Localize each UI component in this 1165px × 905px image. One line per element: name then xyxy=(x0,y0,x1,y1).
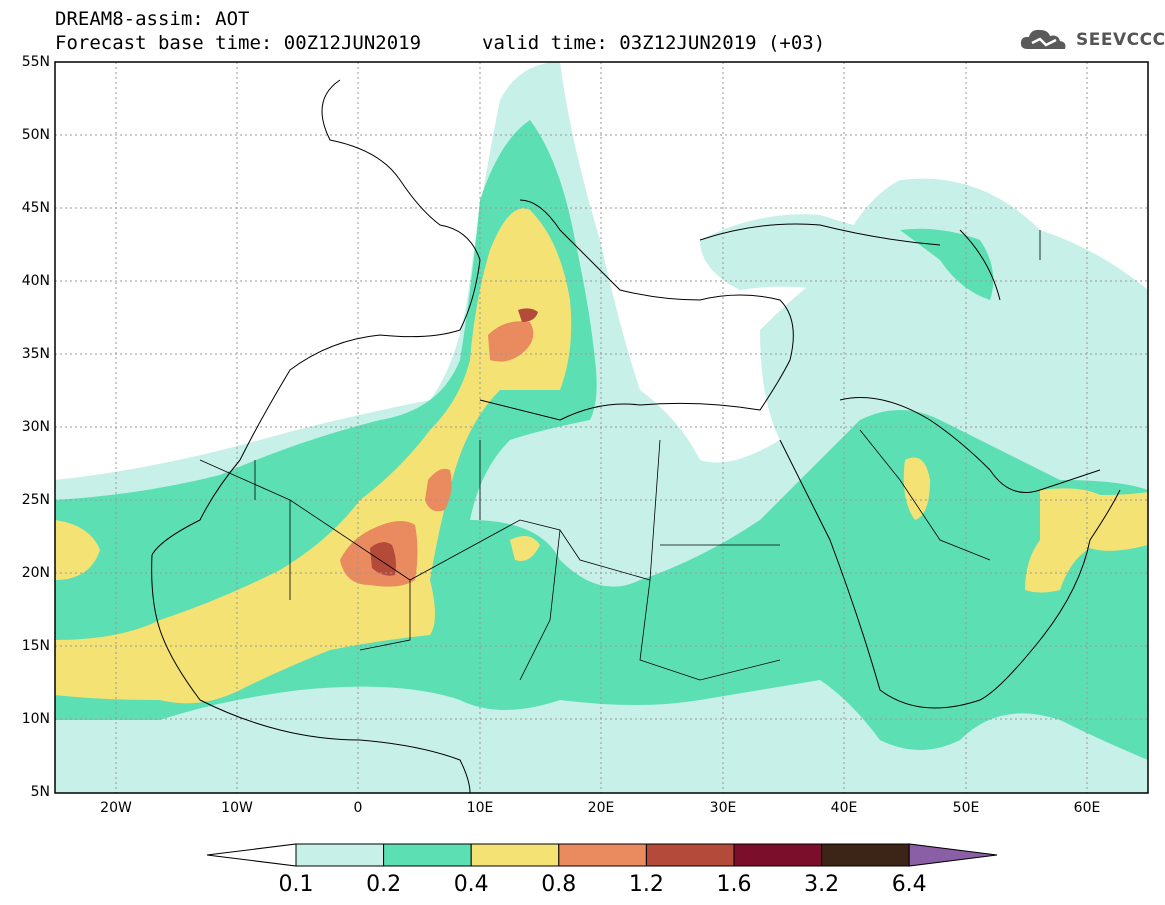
forecast-base-time: Forecast base time: 00Z12JUN2019 xyxy=(55,32,422,54)
lat-label: 20N xyxy=(21,565,50,581)
colorbar-box-6 xyxy=(733,843,823,867)
logo-text: SEEVCCC xyxy=(1076,30,1165,50)
country-borders xyxy=(199,230,1041,681)
aot-contour-1.2 xyxy=(370,308,538,576)
lon-label: 20W xyxy=(100,800,132,816)
lat-label: 35N xyxy=(21,346,50,362)
aot-field xyxy=(55,62,1148,793)
colorbar-box-7 xyxy=(821,843,910,867)
colorbar-lower-extend xyxy=(206,843,297,867)
grid-lines xyxy=(55,62,1148,793)
colorbar-label: 1.6 xyxy=(716,872,752,897)
lat-label: 45N xyxy=(21,200,50,216)
lon-label: 20E xyxy=(587,800,615,816)
seevccc-logo: SEEVCCC xyxy=(1018,25,1165,55)
aot-contour-0.4 xyxy=(55,208,1148,704)
lat-label: 30N xyxy=(21,419,50,435)
colorbar-label: 0.2 xyxy=(366,872,402,897)
lat-label: 40N xyxy=(21,273,50,289)
colorbar-label: 1.2 xyxy=(628,872,664,897)
lon-label: 40E xyxy=(830,800,858,816)
lat-label: 5N xyxy=(30,784,50,800)
colorbar-box-1 xyxy=(295,843,385,867)
colorbar-upper-extend xyxy=(908,843,998,867)
lon-label: 0 xyxy=(353,800,363,816)
lat-label: 10N xyxy=(21,711,50,727)
coastlines xyxy=(151,79,1121,793)
colorbar xyxy=(206,843,998,867)
colorbar-box-5 xyxy=(645,843,735,867)
colorbar-box-4 xyxy=(558,843,647,867)
colorbar-label: 0.8 xyxy=(541,872,577,897)
lat-label: 15N xyxy=(21,638,50,654)
lat-label: 25N xyxy=(21,492,50,508)
colorbar-label: 6.4 xyxy=(891,872,927,897)
lon-label: 10E xyxy=(466,800,494,816)
map-frame xyxy=(54,61,1149,794)
colorbar-label: 3.2 xyxy=(804,872,840,897)
map-title: DREAM8-assim: AOT xyxy=(55,8,250,30)
valid-time: valid time: 03Z12JUN2019 (+03) xyxy=(482,32,826,54)
colorbar-box-3 xyxy=(470,843,560,867)
aot-contour-0.8 xyxy=(340,321,534,587)
lon-label: 50E xyxy=(952,800,980,816)
lon-label: 10W xyxy=(221,800,253,816)
cloud-icon xyxy=(1020,29,1066,49)
colorbar-box-2 xyxy=(383,843,472,867)
colorbar-label: 0.1 xyxy=(278,872,314,897)
lon-label: 60E xyxy=(1073,800,1101,816)
lat-label: 55N xyxy=(21,54,50,70)
colorbar-label: 0.4 xyxy=(453,872,489,897)
lon-label: 30E xyxy=(709,800,737,816)
lat-label: 50N xyxy=(21,127,50,143)
